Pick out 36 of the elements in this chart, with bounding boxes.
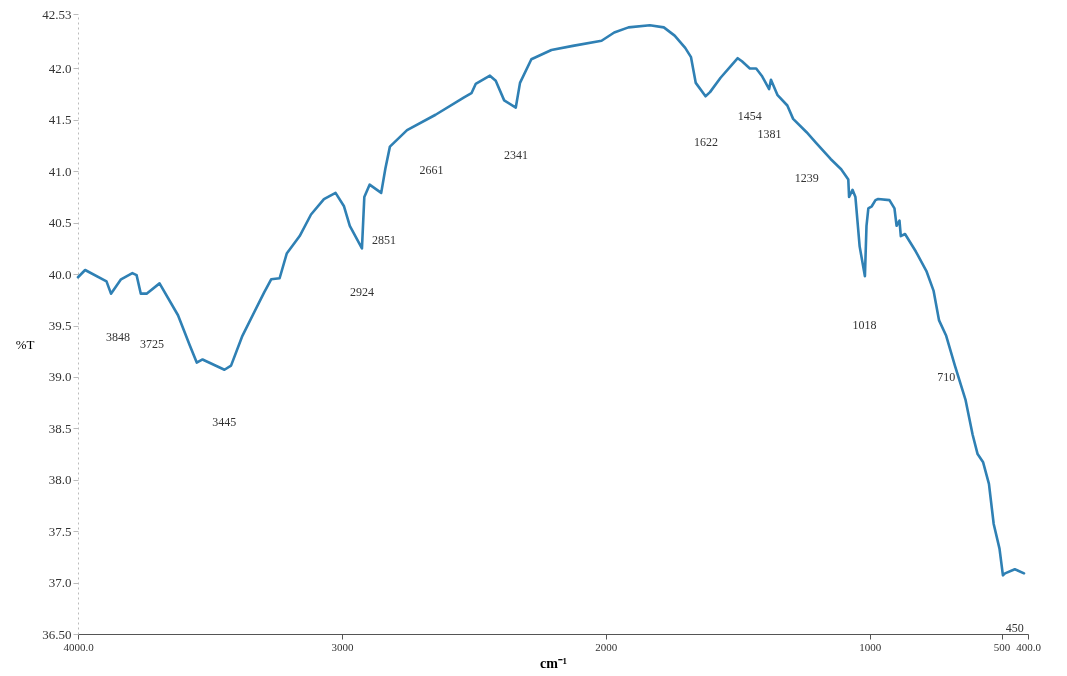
x-tick-label: 400.0 bbox=[1016, 640, 1042, 653]
y-tick-label: 41.5 bbox=[48, 112, 72, 128]
y-tick-label: 37.0 bbox=[48, 575, 72, 591]
y-tick-label: 39.0 bbox=[48, 369, 72, 385]
y-tick-label: 37.5 bbox=[48, 523, 72, 539]
x-tick-label: 1000 bbox=[859, 640, 882, 653]
annotation: 1622 bbox=[693, 135, 718, 150]
annotation: 3445 bbox=[212, 414, 237, 429]
annotation: 2924 bbox=[350, 285, 375, 300]
annotation: 3725 bbox=[140, 336, 165, 351]
y-tick-label: 40.0 bbox=[48, 266, 72, 282]
y-tick-label: 36.50 bbox=[42, 626, 72, 642]
y-tick-label: 42.53 bbox=[42, 6, 72, 22]
y-axis-title: %T bbox=[15, 336, 35, 352]
y-tick-label: 38.0 bbox=[48, 472, 72, 488]
annotation: 3848 bbox=[105, 330, 130, 345]
annotation: 2661 bbox=[419, 163, 444, 178]
annotation: 710 bbox=[937, 369, 956, 384]
annotation: 2851 bbox=[371, 233, 396, 248]
x-tick-label: 500 bbox=[993, 640, 1011, 653]
annotation: 1454 bbox=[737, 108, 762, 123]
line-series bbox=[76, 24, 1026, 577]
x-axis-title: cm⁻¹ bbox=[539, 655, 568, 671]
annotation: 2341 bbox=[503, 147, 528, 162]
x-tick-label: 4000.0 bbox=[63, 640, 95, 653]
y-tick-label: 39.5 bbox=[48, 318, 72, 334]
x-tick-label: 3000 bbox=[331, 640, 354, 653]
annotation: 1381 bbox=[757, 127, 782, 142]
y-tick-label: 40.5 bbox=[48, 215, 72, 231]
x-tick-label: 2000 bbox=[595, 640, 618, 653]
annotation: 1239 bbox=[794, 170, 819, 185]
y-tick-label: 42.0 bbox=[48, 60, 72, 76]
annotation: 450 bbox=[1005, 620, 1024, 635]
y-tick-label: 38.5 bbox=[48, 420, 72, 436]
annotation: 1018 bbox=[852, 318, 877, 333]
y-tick-label: 41.0 bbox=[48, 163, 72, 179]
